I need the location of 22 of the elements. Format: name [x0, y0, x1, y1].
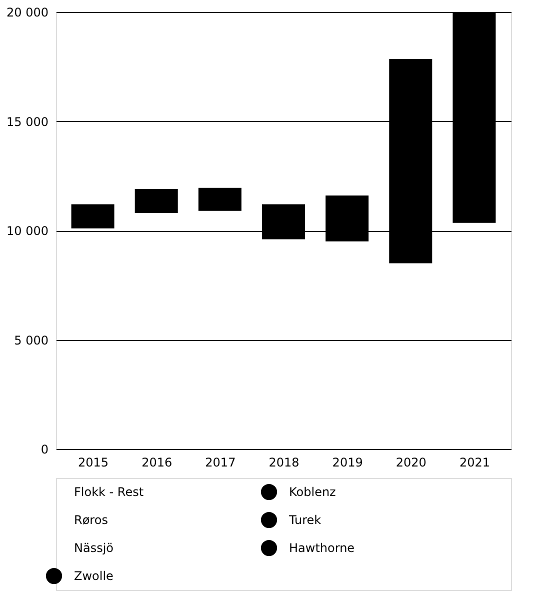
x-tick-label: 2016	[142, 456, 172, 470]
x-tick-label: 2017	[205, 456, 236, 470]
x-tick-label: 2018	[268, 456, 300, 470]
y-tick-label: 10 000	[6, 224, 48, 238]
legend-label: Zwolle	[74, 569, 114, 583]
text: Nässjö	[74, 541, 114, 555]
bar	[198, 188, 242, 211]
x-tick-label: 2020	[396, 456, 426, 470]
y-tick-label: 0	[40, 442, 48, 456]
bar	[134, 188, 178, 214]
y-tick-label: 20 000	[6, 6, 48, 20]
y-tick-label: 15 000	[6, 114, 48, 129]
x-tick-label: 2015	[78, 456, 109, 470]
text: Flokk - Rest	[74, 485, 144, 499]
text: Røros	[74, 513, 108, 527]
y-tick-label: 5 000	[14, 333, 48, 348]
x-tick-label: 2021	[459, 456, 490, 470]
legend-label: Turek	[288, 513, 322, 527]
bar	[71, 204, 114, 228]
legend-label: Hawthorne	[289, 541, 355, 555]
x-tick-label: 2019	[332, 456, 363, 470]
legend-label: Koblenz	[289, 485, 336, 499]
